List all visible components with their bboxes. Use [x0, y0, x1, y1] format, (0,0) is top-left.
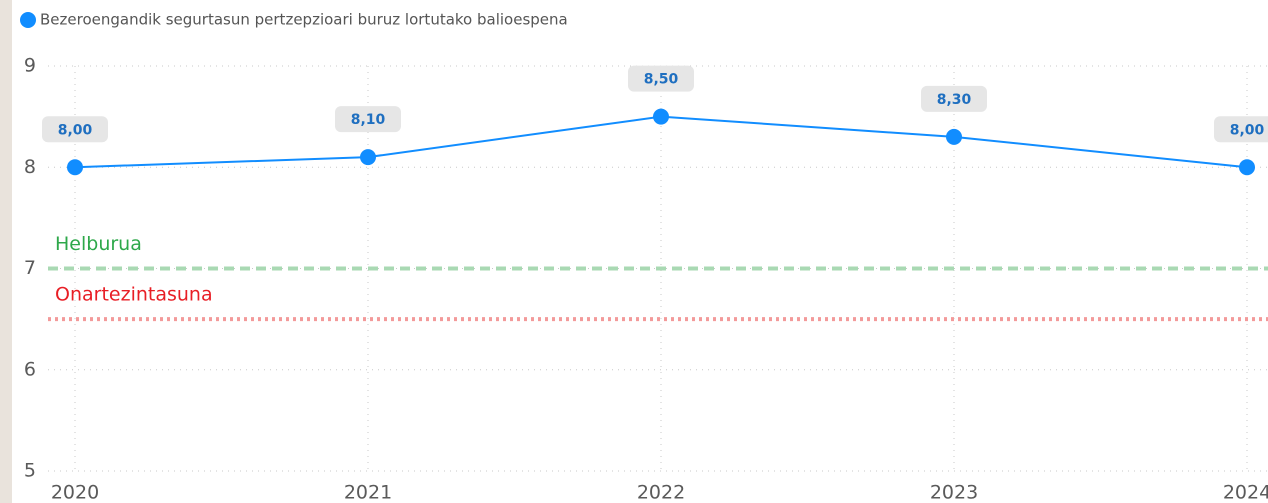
data-label: 8,50: [644, 72, 679, 88]
x-tick-label: 2024: [1223, 482, 1268, 503]
y-tick-label: 8: [24, 156, 36, 178]
side-strip: [0, 0, 12, 503]
data-label-box: [628, 65, 694, 92]
y-tick-label: 7: [24, 257, 36, 279]
x-tick-label: 2020: [51, 482, 99, 503]
y-tick-label: 6: [24, 358, 36, 380]
y-tick-label: 9: [24, 55, 36, 77]
legend-label: Bezeroengandik segurtasun pertzepzioari …: [40, 11, 568, 29]
data-label-box: [335, 106, 401, 133]
reference-label: Onartezintasuna: [55, 284, 213, 306]
data-label: 8,30: [937, 92, 972, 108]
data-label: 8,00: [58, 122, 93, 138]
data-point: [360, 149, 376, 166]
data-label: 8,00: [1230, 122, 1265, 138]
x-tick-label: 2023: [930, 482, 978, 503]
data-point: [946, 128, 962, 145]
x-tick-label: 2022: [637, 482, 685, 503]
data-label-box: [1214, 116, 1268, 143]
data-label-box: [921, 85, 987, 112]
y-tick-label: 5: [24, 460, 36, 482]
data-point: [67, 159, 83, 176]
legend-marker: [20, 12, 36, 28]
data-point: [653, 108, 669, 125]
x-tick-label: 2021: [344, 482, 392, 503]
data-point: [1239, 159, 1255, 176]
reference-label: Helburua: [55, 233, 142, 255]
data-label-box: [42, 116, 108, 143]
data-label: 8,10: [351, 112, 386, 128]
